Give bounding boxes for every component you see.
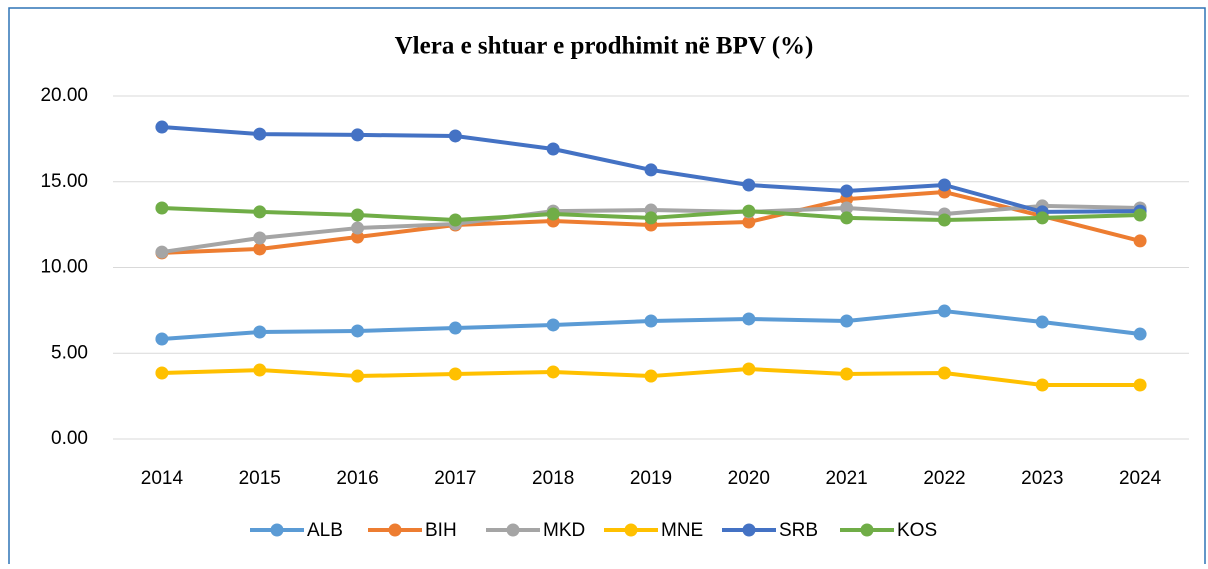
data-point <box>742 204 756 218</box>
data-point <box>155 120 169 134</box>
legend-label: MNE <box>661 520 703 541</box>
legend-label: KOS <box>897 520 937 541</box>
x-tick-label: 2018 <box>532 468 574 489</box>
legend-marker <box>270 523 284 537</box>
y-tick-label: 20.00 <box>40 85 88 106</box>
data-point <box>937 304 951 318</box>
legend-marker <box>506 523 520 537</box>
data-point <box>1035 378 1049 392</box>
data-point <box>840 184 854 198</box>
data-point <box>1133 208 1147 222</box>
legend-label: MKD <box>543 520 585 541</box>
legend-marker <box>624 523 638 537</box>
legend-label: BIH <box>425 520 457 541</box>
data-point <box>448 129 462 143</box>
data-point <box>840 367 854 381</box>
y-tick-label: 10.00 <box>40 257 88 278</box>
data-point <box>1133 234 1147 248</box>
data-point <box>840 201 854 215</box>
legend-marker <box>860 523 874 537</box>
data-point <box>644 163 658 177</box>
data-point <box>253 325 267 339</box>
data-point <box>351 208 365 222</box>
data-point <box>546 318 560 332</box>
legend-marker <box>742 523 756 537</box>
data-point <box>351 128 365 142</box>
chart-title: Vlera e shtuar e prodhimit në BPV (%) <box>395 33 814 60</box>
data-point <box>253 363 267 377</box>
x-tick-label: 2021 <box>825 468 867 489</box>
data-point <box>546 207 560 221</box>
data-point <box>351 369 365 383</box>
data-point <box>253 242 267 256</box>
data-point <box>644 369 658 383</box>
data-point <box>840 211 854 225</box>
legend-label: SRB <box>779 520 818 541</box>
x-tick-label: 2015 <box>239 468 281 489</box>
y-tick-label: 5.00 <box>51 342 88 363</box>
data-point <box>155 201 169 215</box>
data-point <box>448 213 462 227</box>
data-point <box>742 215 756 229</box>
x-tick-label: 2024 <box>1119 468 1162 489</box>
data-point <box>937 178 951 192</box>
y-tick-label: 15.00 <box>40 171 88 192</box>
x-tick-label: 2020 <box>728 468 770 489</box>
data-point <box>155 332 169 346</box>
data-point <box>937 213 951 227</box>
data-point <box>155 245 169 259</box>
data-point <box>546 142 560 156</box>
y-tick-label: 0.00 <box>51 428 88 449</box>
data-point <box>253 127 267 141</box>
data-point <box>742 312 756 326</box>
data-point <box>937 366 951 380</box>
x-tick-label: 2023 <box>1021 468 1063 489</box>
data-point <box>742 178 756 192</box>
x-tick-label: 2016 <box>336 468 378 489</box>
data-point <box>742 362 756 376</box>
x-tick-label: 2014 <box>141 468 184 489</box>
data-point <box>448 367 462 381</box>
data-point <box>840 314 854 328</box>
data-point <box>448 321 462 335</box>
legend-marker <box>388 523 402 537</box>
data-point <box>351 230 365 244</box>
x-tick-label: 2019 <box>630 468 672 489</box>
legend-label: ALB <box>307 520 343 541</box>
data-point <box>1133 378 1147 392</box>
data-point <box>1035 211 1049 225</box>
data-point <box>1035 315 1049 329</box>
data-point <box>644 314 658 328</box>
data-point <box>351 221 365 235</box>
data-point <box>644 211 658 225</box>
x-tick-label: 2022 <box>923 468 965 489</box>
data-point <box>253 231 267 245</box>
data-point <box>253 205 267 219</box>
data-point <box>546 365 560 379</box>
x-tick-label: 2017 <box>434 468 476 489</box>
data-point <box>1133 327 1147 341</box>
data-point <box>155 366 169 380</box>
data-point <box>351 324 365 338</box>
